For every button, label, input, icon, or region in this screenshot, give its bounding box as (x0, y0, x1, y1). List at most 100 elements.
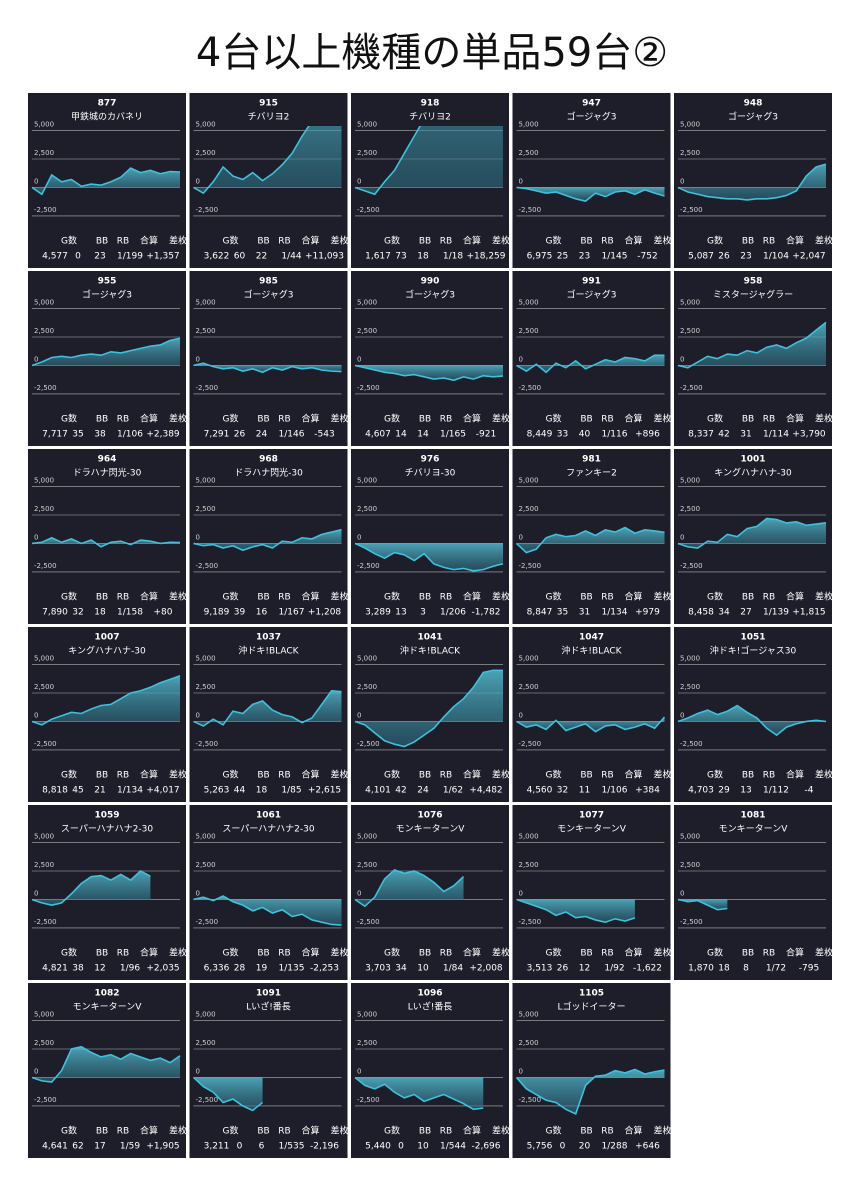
stat-header: G数 (223, 235, 239, 247)
machine-name: ゴージャグ3 (82, 289, 132, 301)
data-line (31, 674, 181, 726)
card-bg (512, 627, 671, 802)
y-tick-label: 5,000 (519, 833, 539, 841)
card-bg (512, 983, 671, 1158)
stat-header: 合算 (786, 235, 804, 247)
machine-name: ゴージャグ3 (243, 289, 293, 301)
stat-value: 4,101 (365, 786, 391, 796)
area-fill (678, 518, 826, 548)
stat-header: G数 (546, 1125, 562, 1137)
stat-header: BB (580, 237, 592, 247)
machine-number: 985 (259, 277, 278, 287)
stat-value: -543 (314, 430, 334, 440)
machine-number: 877 (98, 99, 117, 109)
machine-name: モンキーターンV (73, 1002, 143, 1013)
stat-header: RB (763, 771, 775, 781)
y-tick-label: 2,500 (680, 327, 700, 335)
plot (31, 674, 181, 726)
stat-value: 60 (234, 252, 246, 262)
stat-header: 差枚 (169, 235, 187, 247)
y-tick-label: 5,000 (34, 833, 54, 841)
stat-header: 合算 (786, 769, 804, 781)
y-tick-label: -2,500 (357, 562, 380, 570)
stat-value: 1/139 (763, 608, 789, 618)
y-tick-label: 0 (680, 355, 684, 363)
y-tick-label: -2,500 (519, 562, 542, 570)
stat-header: G数 (61, 1125, 77, 1137)
machine-name: チバリヨ2 (409, 112, 451, 123)
stat-header: 合算 (140, 413, 158, 425)
stat-header: G数 (384, 769, 400, 781)
stat-value: 1/92 (604, 964, 624, 974)
machine-number: 968 (259, 455, 278, 465)
stat-header: RB (440, 1127, 452, 1137)
y-tick-label: 0 (357, 711, 361, 719)
stat-value: 1/535 (279, 1142, 305, 1152)
y-tick-label: 0 (196, 1067, 200, 1075)
area-fill (193, 126, 342, 194)
plot (515, 526, 665, 554)
stat-header: 合算 (140, 591, 158, 603)
stat-value: 27 (740, 608, 751, 618)
stat-header: 差枚 (492, 947, 510, 959)
stat-value: 23 (94, 252, 105, 262)
y-tick-label: 5,000 (680, 121, 700, 129)
stat-header: RB (440, 771, 452, 781)
machine-name: キングハナハナ-30 (68, 645, 146, 657)
stat-header: G数 (61, 413, 77, 425)
y-tick-label: 2,500 (519, 505, 539, 513)
stat-header: G数 (707, 591, 723, 603)
machine-number: 991 (582, 277, 601, 287)
stat-header: BB (742, 237, 754, 247)
stat-header: RB (601, 771, 613, 781)
stat-value: 13 (740, 786, 751, 796)
area-fill (355, 670, 503, 747)
y-tick-label: 5,000 (34, 299, 54, 307)
stat-header: 合算 (301, 413, 319, 425)
card-bg (189, 805, 348, 980)
machine-number: 1082 (94, 989, 119, 999)
y-tick-label: -2,500 (680, 384, 703, 392)
stat-value: 23 (740, 252, 751, 262)
stat-value: 34 (395, 964, 407, 974)
stat-value: 8,847 (527, 608, 553, 618)
stat-value: 7,890 (42, 608, 68, 618)
data-line (354, 1076, 484, 1111)
plot (193, 528, 342, 552)
y-tick-label: 2,500 (34, 327, 54, 335)
stat-value: 28 (234, 964, 246, 974)
stat-header: BB (580, 415, 592, 425)
data-line (193, 528, 342, 552)
y-tick-label: 0 (519, 177, 523, 185)
plot (354, 126, 503, 196)
machine-number: 976 (421, 455, 440, 465)
y-tick-label: 2,500 (196, 505, 216, 513)
stat-header: RB (763, 415, 775, 425)
area-fill (355, 365, 503, 381)
y-tick-label: 0 (680, 533, 684, 541)
stat-value: 14 (417, 430, 429, 440)
stat-value: 3,211 (204, 1142, 230, 1152)
y-tick-label: -2,500 (519, 206, 542, 214)
stat-value: 8,337 (688, 430, 714, 440)
stat-header: 差枚 (330, 1125, 348, 1137)
stat-value: 42 (718, 430, 729, 440)
stat-value: +4,482 (469, 786, 502, 796)
stat-header: RB (278, 1127, 290, 1137)
stat-value: 3,703 (365, 964, 391, 974)
stat-value: 1/206 (440, 608, 466, 618)
stat-header: G数 (223, 591, 239, 603)
stat-value: 24 (417, 786, 429, 796)
stat-header: BB (580, 949, 592, 959)
y-tick-label: -2,500 (519, 384, 542, 392)
data-line (516, 186, 665, 202)
chart-card: 1081 モンキーターンV 5,000 2,500 0 -2,500 G数 BB RB 合算 差枚 1… (674, 805, 833, 980)
y-tick-label: -2,500 (196, 562, 219, 570)
machine-name: モンキーターンV (719, 824, 789, 835)
plot (354, 669, 504, 748)
stat-header: BB (96, 415, 108, 425)
chart-card: 915 チバリヨ2 5,000 2,500 0 -2,500 G数 BB RB 合算 差枚 3,622… (189, 93, 349, 268)
area-fill (32, 871, 151, 906)
y-tick-label: -2,500 (519, 918, 542, 926)
